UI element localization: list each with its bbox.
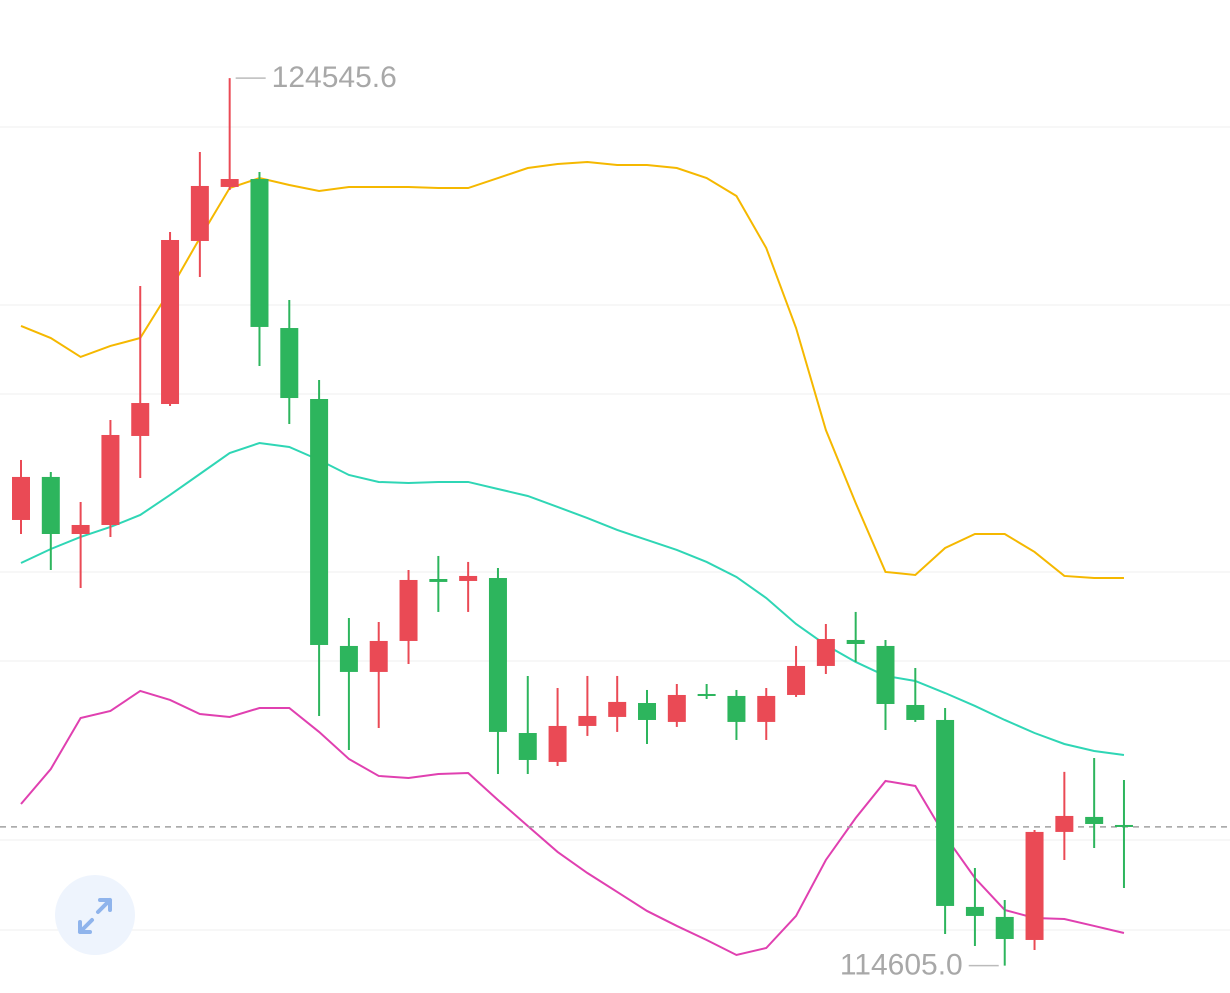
candle-body: [518, 733, 537, 760]
candle-body: [339, 645, 358, 672]
candle-body: [250, 179, 269, 327]
candle-body: [667, 694, 686, 722]
band-line: [20, 689, 1125, 957]
candle-body: [1114, 824, 1133, 827]
candle-body: [369, 640, 388, 672]
candle-body: [12, 476, 30, 520]
candle-body: [697, 693, 716, 696]
candle-body: [71, 524, 90, 534]
candle-body: [578, 715, 597, 726]
candle-body: [399, 579, 418, 641]
candle-body: [787, 665, 806, 695]
candle-body: [1055, 815, 1074, 832]
expand-circle: [55, 875, 135, 955]
candle-body: [1025, 831, 1044, 940]
candle-body: [757, 695, 776, 722]
candle-body: [220, 179, 239, 187]
candle-body: [876, 645, 895, 704]
candle-body: [101, 434, 120, 525]
candle-body: [638, 703, 657, 720]
candle-body: [161, 239, 180, 405]
candle-body: [906, 704, 925, 720]
candle-body: [936, 719, 955, 906]
band-line: [20, 160, 1124, 580]
candle-body: [131, 403, 150, 436]
candle-body: [1085, 816, 1104, 824]
candle-body: [965, 906, 984, 916]
candle-body: [429, 578, 448, 582]
expand-icon: [78, 898, 112, 934]
candle-body: [488, 578, 507, 732]
candle-body: [41, 476, 60, 534]
grid: [0, 126, 1230, 931]
candle-body: [995, 916, 1014, 939]
candle-body: [548, 725, 567, 762]
expand-button[interactable]: [55, 875, 135, 955]
candle-body: [459, 575, 478, 581]
candle-body: [608, 701, 627, 717]
candle-body: [846, 639, 865, 644]
band-line: [20, 441, 1125, 756]
annotation-max: 124545.6: [272, 61, 397, 94]
candle-body: [310, 399, 329, 645]
candle-body: [190, 185, 209, 241]
candle-body: [727, 695, 746, 722]
annotation-min: 114605.0: [840, 949, 963, 982]
candle-body: [816, 638, 835, 666]
candle-body: [280, 328, 299, 399]
